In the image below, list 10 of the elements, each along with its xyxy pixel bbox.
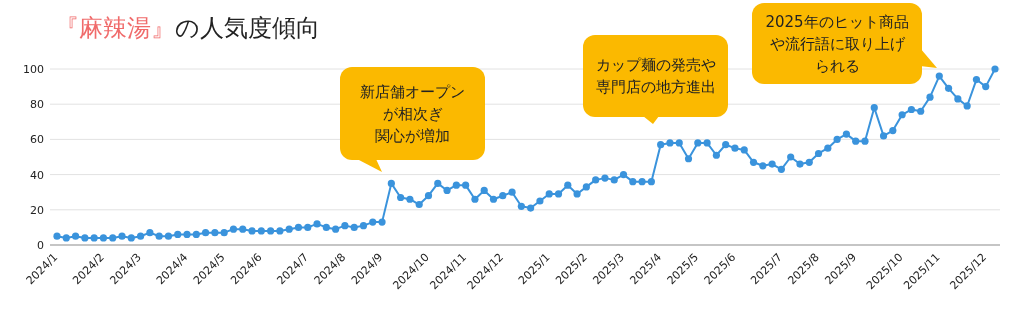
- y-tick-label: 80: [30, 98, 44, 112]
- y-tick-label: 40: [30, 168, 44, 182]
- y-tick-label: 20: [30, 203, 44, 217]
- annotation: カップ麺の発売や専門店の地方進出: [595, 56, 716, 96]
- y-tick-label: 100: [23, 63, 44, 77]
- annotation: 2025年のヒット商品や流行語に取り上げられる: [765, 12, 909, 75]
- chart-title: 『麻辣湯』の人気度傾向: [55, 14, 320, 42]
- y-tick-label: 0: [37, 239, 44, 253]
- annotation: 新店舗オープンが相次ぎ関心が増加: [360, 82, 465, 145]
- y-tick-label: 60: [30, 133, 44, 147]
